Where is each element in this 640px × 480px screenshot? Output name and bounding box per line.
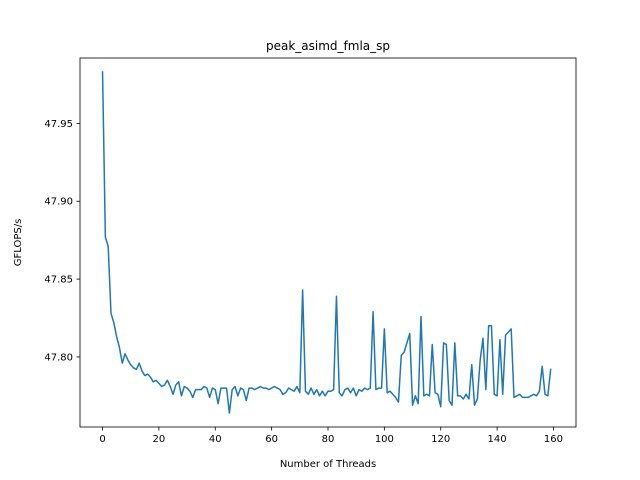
x-tick-label: 0 — [99, 434, 105, 445]
y-tick-label: 47.80 — [44, 352, 73, 363]
x-tick-label: 40 — [209, 434, 222, 445]
y-tick-label: 47.95 — [44, 119, 73, 130]
x-tick-label: 160 — [544, 434, 563, 445]
y-tick-label: 47.90 — [44, 197, 73, 208]
x-tick-label: 140 — [488, 434, 507, 445]
series-line-0 — [101, 71, 552, 414]
x-axis-ticks: 0 20 40 60 80 100 120 140 160 — [99, 427, 563, 445]
y-tick-label: 47.85 — [44, 275, 73, 286]
x-tick-label: 100 — [375, 434, 394, 445]
y-axis-ticks: 47.80 47.85 47.90 47.95 — [44, 119, 80, 363]
x-axis-label: Number of Threads — [280, 459, 376, 470]
series-layer — [101, 71, 552, 414]
x-tick-label: 60 — [265, 434, 278, 445]
y-axis-label: GFLOPS/s — [13, 219, 24, 267]
x-tick-label: 80 — [322, 434, 335, 445]
x-tick-label: 20 — [153, 434, 166, 445]
chart-title: peak_asimd_fmla_sp — [266, 39, 390, 53]
x-tick-label: 120 — [431, 434, 450, 445]
